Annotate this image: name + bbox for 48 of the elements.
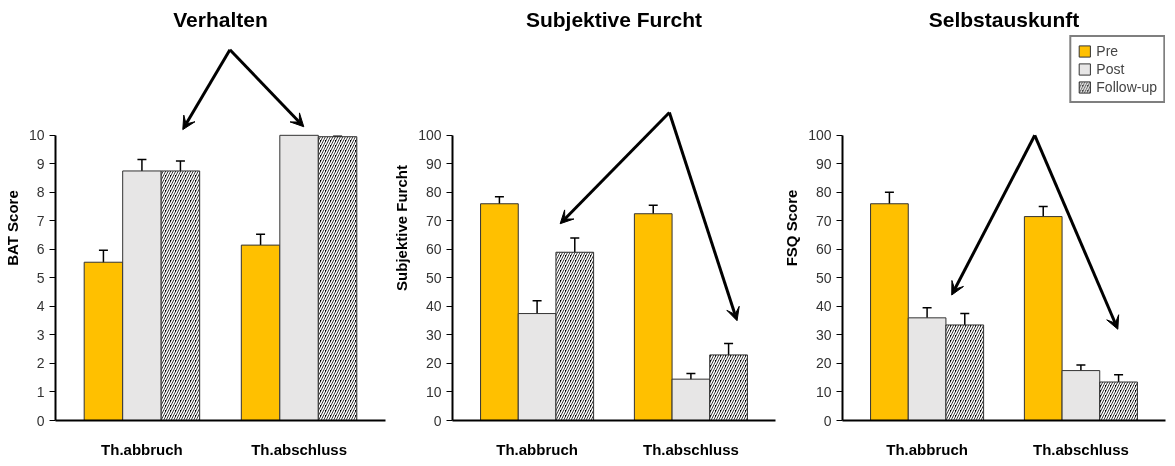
y-tick-label: 9 <box>36 155 45 172</box>
y-tick-label: 10 <box>28 127 45 144</box>
x-tick-label: Th.abschluss <box>251 440 347 458</box>
x-tick-label: Th.abbruch <box>101 440 183 458</box>
y-tick-label: 0 <box>36 412 45 429</box>
y-tick-label: 100 <box>418 127 442 144</box>
y-tick-label: 5 <box>36 269 45 286</box>
legend-label: Pre <box>1096 43 1119 59</box>
x-tick-label: Th.abschluss <box>642 440 739 458</box>
y-tick-label: 0 <box>433 412 442 429</box>
y-tick-label: 1 <box>36 383 45 400</box>
y-tick-label: 80 <box>425 184 442 201</box>
y-tick-label: 40 <box>425 298 442 315</box>
x-tick-label: Th.abbruch <box>496 440 578 458</box>
legend-label: Follow-up <box>1096 79 1157 95</box>
y-tick-label: 60 <box>425 241 442 258</box>
y-tick-label: 30 <box>815 326 832 343</box>
y-tick-label: 20 <box>815 355 832 372</box>
y-tick-label: 20 <box>425 355 442 372</box>
legend-label: Post <box>1096 61 1125 77</box>
x-tick-label: Th.abbruch <box>886 440 968 458</box>
y-tick-label: 10 <box>425 383 442 400</box>
y-tick-label: 70 <box>815 212 832 229</box>
chart-title: Selbstauskunft <box>928 7 1080 31</box>
x-tick-label: Th.abschluss <box>1032 440 1129 458</box>
y-axis-title: Subjektive Furcht <box>393 165 411 291</box>
y-tick-label: 7 <box>36 212 45 229</box>
y-tick-label: 90 <box>815 155 832 172</box>
y-tick-label: 0 <box>823 412 832 429</box>
y-tick-label: 3 <box>36 326 45 343</box>
y-tick-label: 100 <box>808 127 832 144</box>
y-tick-label: 90 <box>425 155 442 172</box>
y-axis-title: FSQ Score <box>783 189 801 267</box>
y-tick-label: 80 <box>815 184 832 201</box>
y-tick-label: 60 <box>815 241 832 258</box>
y-tick-label: 4 <box>36 298 45 315</box>
y-tick-label: 50 <box>425 269 442 286</box>
y-tick-label: 30 <box>425 326 442 343</box>
y-tick-label: 2 <box>36 355 45 372</box>
chart-title: Subjektive Furcht <box>525 7 703 31</box>
y-axis-title: BAT Score <box>3 190 21 266</box>
y-tick-label: 50 <box>815 269 832 286</box>
y-tick-label: 70 <box>425 212 442 229</box>
y-tick-label: 40 <box>815 298 832 315</box>
y-tick-label: 10 <box>815 383 832 400</box>
chart-title: Verhalten <box>173 7 268 31</box>
y-tick-label: 6 <box>36 241 45 258</box>
y-tick-label: 8 <box>36 184 45 201</box>
